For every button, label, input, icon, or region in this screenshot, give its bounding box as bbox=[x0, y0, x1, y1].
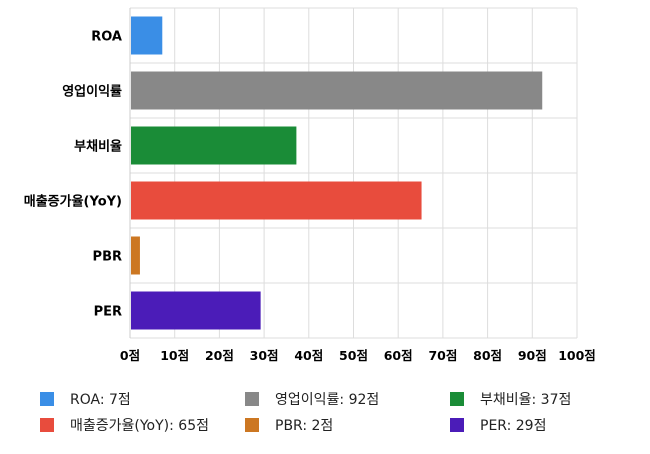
x-tick-label: 40점 bbox=[294, 348, 323, 363]
legend-item-operating-margin: 영업이익률: 92점 bbox=[245, 388, 379, 410]
bar-5 bbox=[131, 291, 261, 330]
bar-3 bbox=[131, 181, 422, 220]
legend-item-roa: ROA: 7점 bbox=[40, 388, 131, 410]
category-label: 매출증가율(YoY) bbox=[24, 194, 122, 210]
category-label: PER bbox=[94, 305, 122, 320]
legend-swatch bbox=[245, 418, 259, 432]
x-tick-label: 50점 bbox=[339, 348, 368, 363]
category-label: ROA bbox=[91, 30, 122, 45]
legend-swatch bbox=[450, 392, 464, 406]
legend-label: 부채비율: 37점 bbox=[480, 392, 572, 408]
legend-item-debt-ratio: 부채비율: 37점 bbox=[450, 388, 571, 410]
bar-4 bbox=[131, 236, 140, 275]
legend-swatch bbox=[245, 392, 259, 406]
bar-1 bbox=[131, 71, 543, 110]
category-label: 영업이익률 bbox=[62, 84, 122, 100]
x-tick-label: 60점 bbox=[384, 348, 413, 363]
bar-0 bbox=[131, 16, 163, 55]
legend-label: 매출증가율(YoY): 65점 bbox=[70, 418, 209, 434]
legend-label: PER: 29점 bbox=[480, 418, 547, 434]
bar-2 bbox=[131, 126, 297, 165]
category-label: 부채비율 bbox=[74, 139, 122, 155]
legend-item-revenue-growth: 매출증가율(YoY): 65점 bbox=[40, 414, 209, 436]
legend-swatch bbox=[40, 392, 54, 406]
legend-item-per: PER: 29점 bbox=[450, 414, 546, 436]
legend-label: PBR: 2점 bbox=[275, 418, 334, 434]
legend-swatch bbox=[40, 418, 54, 432]
x-tick-label: 80점 bbox=[473, 348, 502, 363]
legend-label: 영업이익률: 92점 bbox=[275, 392, 380, 408]
x-tick-label: 90점 bbox=[518, 348, 547, 363]
legend-item-pbr: PBR: 2점 bbox=[245, 414, 333, 436]
x-tick-label: 70점 bbox=[428, 348, 457, 363]
x-tick-label: 0점 bbox=[120, 348, 140, 363]
legend-label: ROA: 7점 bbox=[70, 392, 131, 408]
x-tick-label: 20점 bbox=[205, 348, 234, 363]
legend-swatch bbox=[450, 418, 464, 432]
x-tick-label: 30점 bbox=[250, 348, 279, 363]
category-label: PBR bbox=[93, 250, 122, 265]
x-tick-label: 100점 bbox=[558, 348, 596, 363]
x-tick-label: 10점 bbox=[160, 348, 189, 363]
